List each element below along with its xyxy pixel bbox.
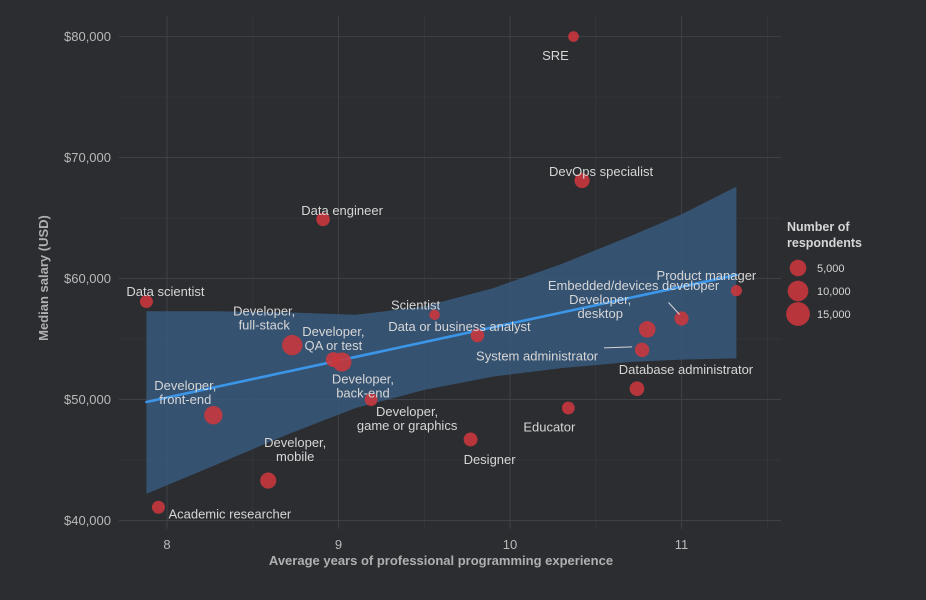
label-product-manager: Product manager [657, 268, 757, 283]
x-tick-label: 11 [675, 537, 689, 552]
legend-swatch [786, 302, 810, 326]
label-developer-mobile: mobile [276, 449, 314, 464]
label-developer-back-end: back-end [336, 386, 389, 401]
label-developer-desktop: Developer, [569, 292, 631, 307]
y-tick-label: $40,000 [64, 513, 111, 528]
label-developer-qa-or-test: Developer, [302, 324, 364, 339]
label-data-engineer: Data engineer [301, 203, 383, 218]
legend-entries: 5,000 10,000 15,000 [786, 259, 851, 326]
label-developer-full-stack: Developer, [233, 304, 295, 319]
label-developer-qa-or-test: QA or test [304, 338, 362, 353]
y-axis-title: Median salary (USD) [36, 215, 51, 341]
label-scientist: Scientist [391, 297, 441, 312]
point-data-or-business-analyst [470, 328, 485, 343]
x-tick-label: 10 [503, 537, 517, 552]
label-developer-desktop: desktop [577, 306, 623, 321]
label-data-scientist: Data scientist [126, 284, 204, 299]
data-points [139, 31, 743, 514]
y-tick-label: $70,000 [64, 150, 111, 165]
label-developer-game-or-graphics: Developer, [376, 404, 438, 419]
y-tick-label: $80,000 [64, 29, 111, 44]
point-developer-game-or-graphics [364, 393, 378, 406]
point-embedded-devices-developer [674, 311, 689, 326]
point-data-scientist [139, 295, 153, 309]
legend-title-line-1: Number of [787, 220, 850, 234]
point-product-manager [730, 285, 743, 297]
point-academic-researcher [151, 500, 165, 514]
point-developer-full-stack [282, 334, 303, 356]
label-system-administrator: System administrator [476, 348, 599, 363]
legend-entry-label: 15,000 [817, 309, 851, 321]
point-educator [561, 401, 575, 415]
label-developer-front-end: Developer, [154, 378, 216, 393]
size-legend: Number of respondents 5,000 10,000 15,000 [786, 220, 862, 326]
point-scientist [429, 309, 440, 321]
legend-title-line-2: respondents [787, 236, 862, 250]
point-developer-qa-or-test [325, 352, 341, 368]
label-developer-mobile: Developer, [264, 435, 326, 450]
axis-ticks: 8 9 10 11 $40,000 $50,000 $60,000 $70,000 $80,00… [64, 29, 688, 552]
legend-entry-label: 10,000 [817, 286, 851, 298]
label-developer-game-or-graphics: game or graphics [357, 418, 458, 433]
label-designer: Designer [464, 452, 517, 467]
point-developer-front-end [204, 406, 223, 425]
label-devops-specialist: DevOps specialist [549, 164, 653, 179]
trend-line-layer [145, 273, 738, 404]
point-devops-specialist [574, 172, 590, 189]
x-axis-title: Average years of professional programmin… [269, 553, 613, 568]
point-system-administrator [634, 342, 650, 358]
confidence-band [146, 186, 737, 494]
label-developer-back-end: Developer, [332, 372, 394, 387]
trend-line [145, 273, 738, 404]
label-educator: Educator [523, 420, 576, 435]
x-tick-label: 9 [335, 537, 342, 552]
y-tick-label: $60,000 [64, 271, 111, 286]
label-embedded-devices-developer: Embedded/devices developer [548, 278, 720, 293]
point-database-administrator [629, 381, 645, 396]
point-developer-desktop [638, 321, 656, 338]
label-leader-system-administrator [604, 346, 633, 349]
x-tick-label: 8 [163, 537, 170, 552]
label-developer-front-end: front-end [159, 392, 211, 407]
label-database-administrator: Database administrator [619, 362, 754, 377]
legend-entry-label: 5,000 [817, 263, 845, 275]
label-leader-embedded-devices-developer [668, 302, 680, 315]
label-data-or-business-analyst: Data or business analyst [388, 319, 531, 334]
label-academic-researcher: Academic researcher [168, 507, 291, 522]
legend-swatch [787, 280, 809, 302]
legend-swatch [789, 259, 807, 277]
point-sre [568, 31, 579, 42]
point-developer-mobile [260, 472, 277, 489]
label-developer-full-stack: full-stack [239, 318, 291, 333]
point-designer [463, 432, 478, 447]
point-data-engineer [316, 212, 330, 227]
confidence-band-layer [146, 186, 737, 494]
y-tick-label: $50,000 [64, 392, 111, 407]
point-labels: SRE DevOps specialist Data engineer Data sc… [126, 48, 757, 522]
label-sre: SRE [542, 48, 569, 63]
